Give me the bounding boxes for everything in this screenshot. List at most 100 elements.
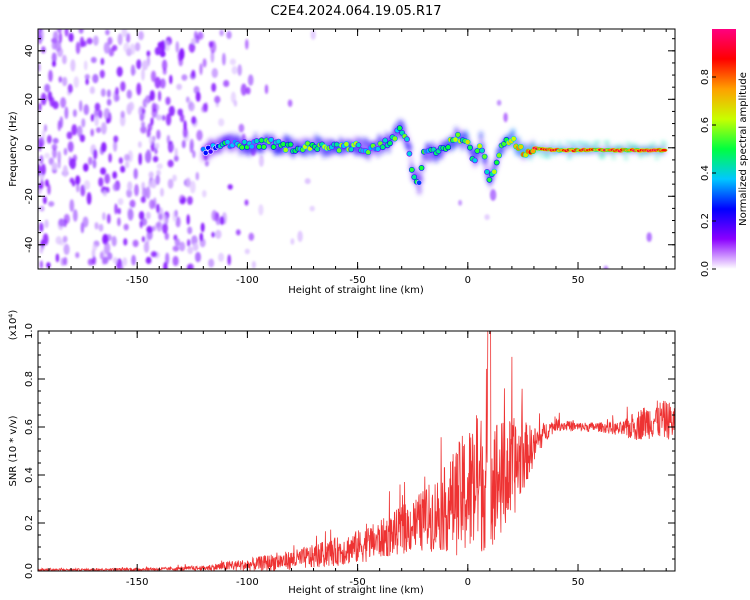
noise-speckle (169, 74, 173, 85)
noise-speckle (172, 255, 179, 267)
noise-speckle (244, 248, 250, 255)
spectrogram-frame (37, 28, 676, 270)
noise-speckle (192, 150, 196, 159)
noise-speckle (85, 78, 89, 85)
noise-speckle (96, 127, 101, 133)
noise-speckle (211, 68, 218, 78)
noise-speckle (66, 131, 73, 140)
ridge-halo-blob (557, 141, 562, 147)
ridge-point (464, 139, 471, 145)
noise-speckle (168, 105, 175, 117)
noise-speckle (163, 261, 168, 269)
x-tick-label: 0 (465, 275, 471, 286)
noise-speckle (38, 140, 42, 152)
noise-speckle (210, 40, 217, 54)
noise-speckle (90, 128, 94, 137)
noise-speckle (52, 101, 59, 110)
noise-speckle (44, 219, 49, 229)
noise-speckle (46, 262, 51, 269)
noise-speckle (38, 63, 41, 72)
noise-speckle (105, 29, 110, 36)
ridge-point (491, 168, 498, 175)
colorbar-tick-label: 0.6 (700, 117, 711, 133)
noise-speckle (226, 30, 232, 40)
noise-speckle (41, 46, 46, 54)
noise-speckle (104, 173, 110, 184)
noise-speckle (112, 257, 118, 264)
noise-speckle (145, 95, 150, 106)
noise-speckle (155, 222, 161, 229)
noise-speckle (172, 210, 177, 222)
noise-speckle (69, 199, 75, 212)
noise-speckle (62, 54, 67, 65)
noise-speckle (84, 180, 91, 190)
noise-speckle (151, 108, 158, 119)
noise-speckle (39, 223, 44, 232)
noise-speckle (39, 155, 44, 165)
noise-speckle (52, 60, 56, 67)
ridge-point (348, 146, 355, 153)
ridge-point (404, 136, 410, 143)
noise-speckle (159, 40, 166, 53)
noise-speckle (90, 56, 97, 64)
noise-speckle (83, 163, 89, 172)
noise-speckle (141, 60, 149, 71)
noise-speckle (603, 265, 609, 269)
noise-speckle (75, 41, 81, 55)
noise-speckle (52, 137, 59, 144)
noise-speckle (229, 58, 236, 66)
noise-speckle (155, 142, 160, 149)
noise-speckle (55, 253, 60, 263)
noise-speckle (104, 242, 111, 255)
noise-speckle (134, 184, 139, 197)
noise-speckle (68, 32, 74, 43)
spectrogram-axes: -150 -100 -50 0 50 -40 -20 0 20 40 (24, 29, 675, 286)
snr-plot-area (38, 331, 675, 571)
snr-panel: -150 -100 -50 0 50 0.0 0.2 0.4 0.6 0.8 1.0 Height … (8, 310, 676, 596)
noise-speckle (187, 246, 194, 255)
noise-speckle (210, 50, 215, 63)
noise-speckle (128, 101, 135, 111)
noise-speckle (92, 159, 97, 169)
noise-speckle (211, 231, 216, 238)
ridge-point (391, 135, 398, 142)
noise-speckle (63, 256, 68, 266)
noise-speckle (47, 183, 51, 195)
noise-speckle (186, 264, 191, 269)
x-tick-label: -100 (236, 275, 259, 286)
noise-speckle (48, 201, 55, 207)
noise-speckle (204, 102, 209, 113)
ridge-halo-blob (584, 142, 588, 148)
noise-speckle (123, 42, 130, 53)
noise-speckle (231, 66, 238, 75)
ridge-halo-blob (611, 154, 616, 160)
noise-speckle (93, 149, 98, 160)
noise-speckle (41, 163, 46, 176)
noise-speckle (149, 136, 154, 145)
noise-speckle (150, 70, 157, 83)
noise-speckle (154, 76, 161, 89)
noise-speckle (92, 255, 97, 265)
ridge-point (467, 144, 473, 151)
noise-speckle (58, 32, 63, 44)
noise-speckle (73, 76, 80, 88)
noise-speckle (99, 251, 104, 260)
noise-speckle (195, 251, 201, 263)
noise-speckle (156, 129, 161, 140)
ridge-point (248, 143, 255, 150)
noise-speckle (81, 40, 87, 47)
y-tick-label: 20 (24, 93, 35, 106)
noise-speckle (222, 52, 226, 66)
snr-y-multiplier: (x10⁴) (8, 310, 19, 341)
noise-speckle (169, 143, 175, 152)
ridge-point (518, 143, 524, 150)
noise-speckle (138, 211, 145, 220)
ridge-halo-blob (593, 141, 597, 147)
noise-speckle (94, 222, 99, 230)
noise-speckle (227, 254, 231, 266)
ridge-point (387, 140, 393, 147)
ridge-point (474, 147, 481, 154)
noise-speckle (107, 252, 113, 261)
noise-speckle (57, 29, 62, 33)
noise-speckle (52, 30, 59, 43)
